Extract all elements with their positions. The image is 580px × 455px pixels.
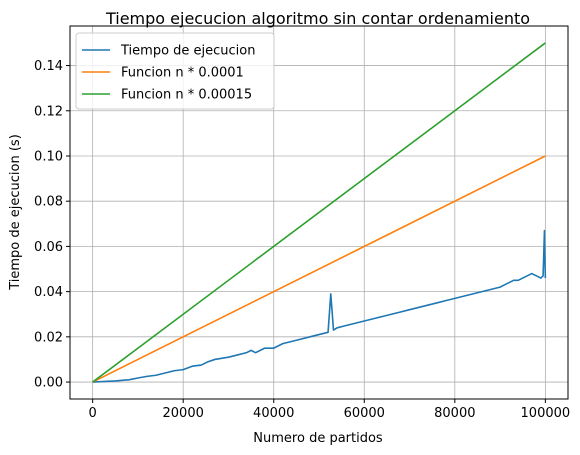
x-tick-label: 100000	[521, 406, 571, 421]
legend-entries: Tiempo de ejecucion Funcion n * 0.0001 Fun…	[82, 44, 255, 103]
y-axis-ticks: 0.00 0.02 0.04 0.06 0.08 0.10 0.12 0.14	[34, 59, 70, 391]
y-axis-label: Tiempo de ejecucion (s)	[8, 134, 23, 291]
y-tick-label: 0.12	[34, 104, 63, 119]
x-axis-label: Numero de partidos	[253, 431, 383, 446]
legend: Tiempo de ejecucion Funcion n * 0.0001 Fun…	[75, 32, 275, 110]
series-line-1	[92, 229, 547, 383]
chart-title: Tiempo ejecucion algoritmo sin contar or…	[105, 9, 530, 28]
series-line-3	[92, 42, 546, 383]
y-tick-label: 0.02	[34, 330, 63, 345]
y-tick-label: 0.04	[34, 285, 63, 300]
legend-label: Tiempo de ejecucion	[120, 44, 255, 59]
y-tick-label: 0.08	[34, 195, 63, 210]
y-tick-label: 0.00	[34, 376, 63, 391]
plot-frame	[69, 25, 569, 400]
x-tick-label: 20000	[163, 406, 204, 421]
y-tick-label: 0.10	[34, 149, 63, 164]
y-tick-label: 0.14	[34, 59, 63, 74]
x-tick-label: 40000	[253, 406, 294, 421]
legend-label: Funcion n * 0.00015	[121, 88, 252, 103]
legend-frame	[75, 32, 275, 110]
y-tick-label: 0.06	[34, 240, 63, 255]
x-tick-label: 0	[88, 406, 96, 421]
series-line-2	[92, 155, 546, 383]
x-tick-label: 60000	[344, 406, 385, 421]
x-axis-ticks: 0 20000 40000 60000 80000 100000	[88, 399, 570, 421]
x-tick-label: 80000	[434, 406, 475, 421]
legend-label: Funcion n * 0.0001	[121, 66, 244, 81]
plot-series	[92, 42, 547, 383]
